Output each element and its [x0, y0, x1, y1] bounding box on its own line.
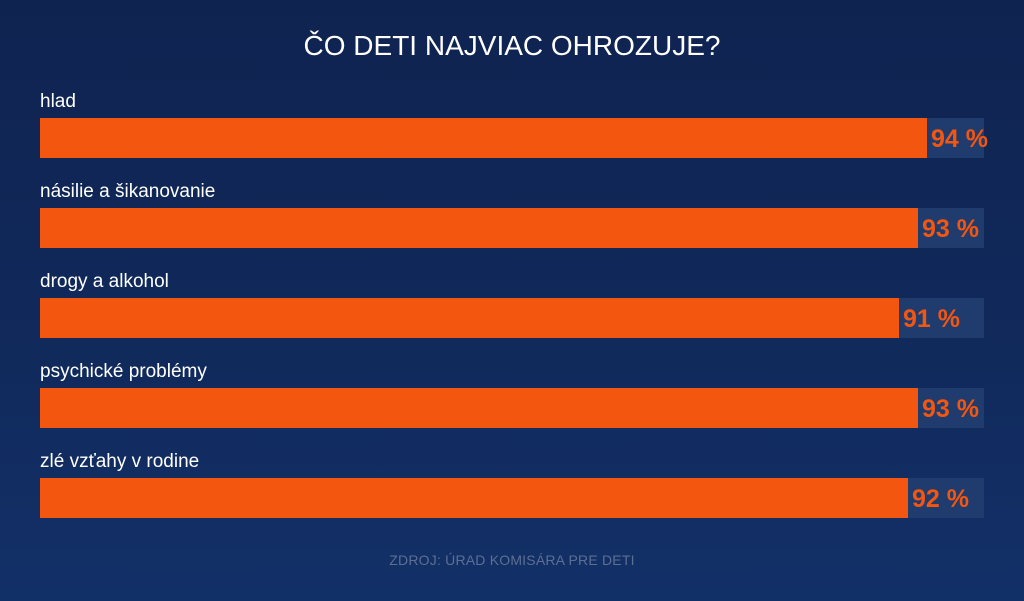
bar-row: drogy a alkohol 91 %	[40, 271, 984, 361]
bar-track: 91 %	[40, 298, 984, 338]
bar	[40, 298, 899, 338]
bar-row: zlé vzťahy v rodine 92 %	[40, 451, 984, 541]
value-label: 92 %	[912, 485, 969, 513]
bar	[40, 478, 908, 518]
bar-track: 92 %	[40, 478, 984, 518]
category-label: psychické problémy	[40, 361, 207, 382]
bar-row: psychické problémy 93 %	[40, 361, 984, 451]
value-label: 94 %	[931, 125, 988, 153]
category-label: drogy a alkohol	[40, 271, 169, 292]
bar	[40, 118, 927, 158]
bar-track: 93 %	[40, 388, 984, 428]
bar	[40, 208, 918, 248]
source-note: ZDROJ: ÚRAD KOMISÁRA PRE DETI	[389, 552, 635, 568]
bar-chart: hlad 94 % násilie a šikanovanie 93 % drogy a…	[40, 0, 988, 601]
category-label: hlad	[40, 91, 76, 112]
bar-track: 94 %	[40, 118, 988, 158]
category-label: násilie a šikanovanie	[40, 181, 216, 202]
category-label: zlé vzťahy v rodine	[40, 451, 200, 472]
bar-row: násilie a šikanovanie 93 %	[40, 181, 984, 271]
bar	[40, 388, 918, 428]
value-label: 93 %	[922, 215, 979, 243]
chart-title: ČO DETI NAJVIAC OHROZUJE?	[303, 30, 721, 61]
bar-track: 93 %	[40, 208, 984, 248]
value-label: 91 %	[903, 305, 960, 333]
value-label: 93 %	[922, 395, 979, 423]
bar-row: hlad 94 %	[40, 91, 988, 181]
